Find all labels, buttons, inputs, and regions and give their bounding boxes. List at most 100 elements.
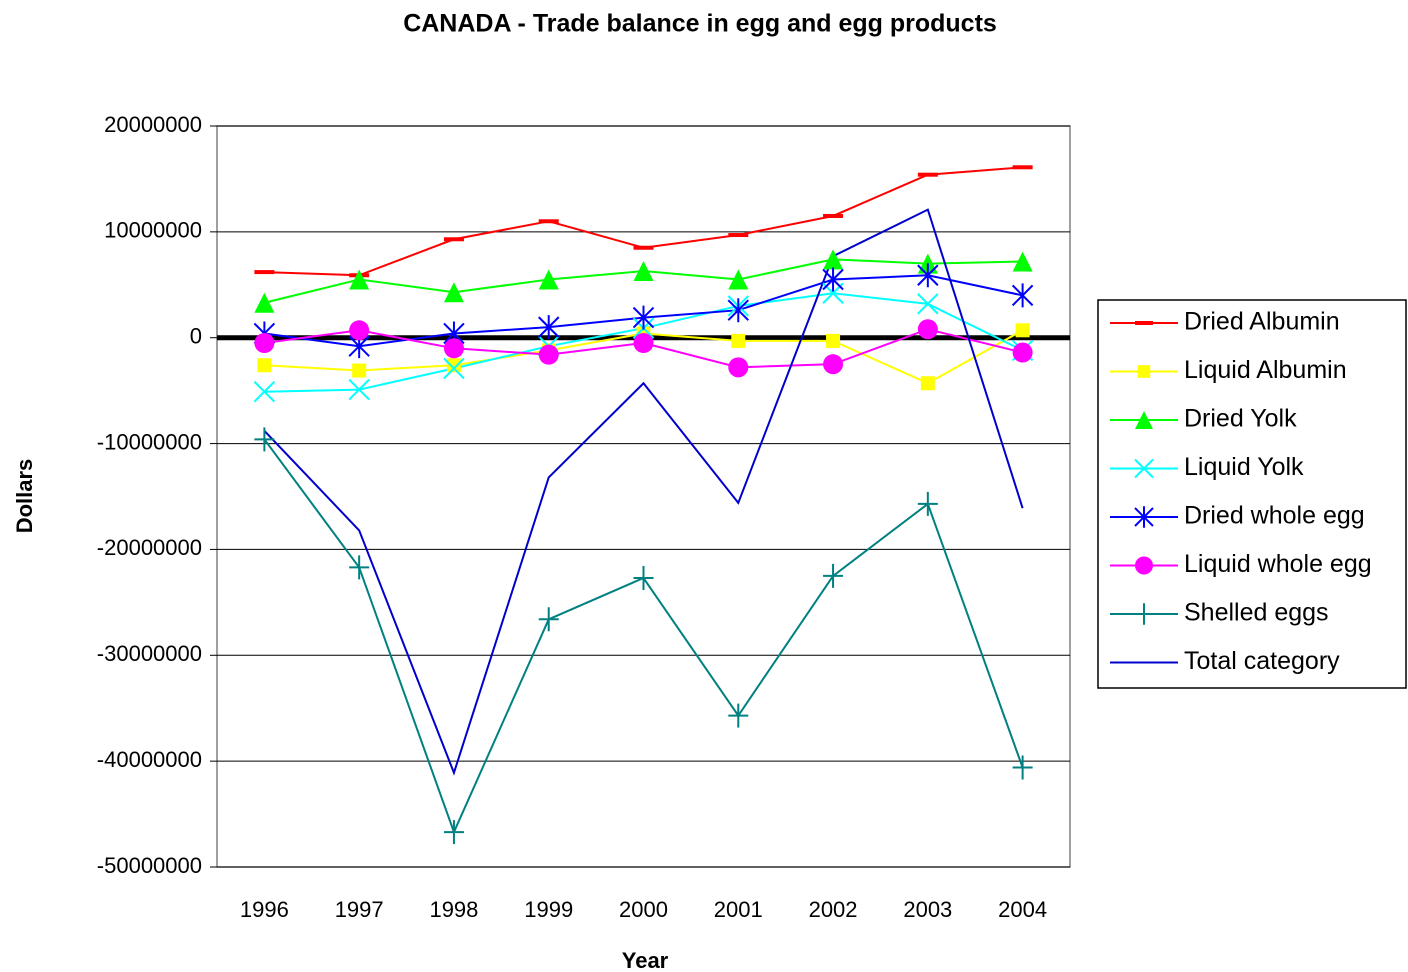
- marker: [917, 319, 938, 340]
- marker-shape: [443, 237, 464, 242]
- marker-shape: [917, 263, 939, 288]
- marker: [443, 338, 464, 359]
- marker: [633, 333, 654, 354]
- marker-shape: [443, 282, 464, 303]
- marker-shape: [349, 320, 370, 341]
- marker-shape: [823, 354, 844, 375]
- marker-shape: [728, 357, 749, 378]
- marker-shape: [917, 172, 938, 177]
- marker-shape: [253, 380, 276, 403]
- marker-shape: [920, 376, 935, 391]
- marker: [823, 213, 844, 218]
- series-line: [263, 208, 1024, 776]
- marker-shape: [254, 427, 275, 452]
- marker: [822, 267, 844, 292]
- marker: [349, 555, 370, 580]
- marker-shape: [633, 566, 654, 591]
- plot-area: [216, 125, 1071, 868]
- marker: [1012, 165, 1033, 170]
- marker: [254, 292, 275, 313]
- legend-box: [1097, 299, 1407, 689]
- legend-label: Liquid Albumin: [1184, 356, 1347, 384]
- marker-shape: [1135, 411, 1153, 429]
- marker: [633, 245, 654, 250]
- marker-shape: [443, 357, 465, 380]
- y-tick-label: 10000000: [104, 218, 202, 243]
- y-tick-label: 0: [190, 324, 202, 349]
- marker-shape: [633, 333, 654, 354]
- x-axis-label: Year: [622, 948, 669, 972]
- marker: [1135, 556, 1153, 575]
- marker: [538, 315, 560, 340]
- chart-title: CANADA - Trade balance in egg and egg pr…: [403, 10, 997, 38]
- marker: [254, 333, 275, 354]
- legend-label: Dried Albumin: [1184, 308, 1340, 336]
- legend-label: Liquid whole egg: [1184, 550, 1372, 578]
- marker: [1134, 506, 1154, 528]
- marker: [443, 282, 464, 303]
- marker: [823, 249, 844, 270]
- marker: [1135, 603, 1153, 625]
- marker: [727, 298, 749, 323]
- marker-shape: [1137, 365, 1151, 378]
- marker-shape: [254, 270, 275, 275]
- marker-shape: [1134, 458, 1154, 479]
- marker: [1134, 458, 1154, 479]
- y-tick-label: -20000000: [97, 535, 202, 560]
- series-line: [264, 166, 1023, 277]
- marker: [728, 703, 749, 728]
- x-tick-label: 1998: [429, 897, 478, 922]
- marker-shape: [349, 269, 370, 290]
- marker: [348, 378, 370, 401]
- marker-shape: [728, 269, 749, 290]
- marker: [1011, 283, 1034, 308]
- marker-shape: [538, 344, 559, 365]
- marker-shape: [443, 820, 464, 845]
- marker: [443, 237, 464, 242]
- marker-shape: [728, 233, 749, 238]
- marker: [1135, 321, 1153, 325]
- marker: [253, 380, 276, 403]
- marker: [920, 376, 935, 391]
- marker: [538, 607, 559, 632]
- marker: [349, 269, 370, 290]
- marker: [1137, 365, 1151, 378]
- marker-shape: [632, 305, 655, 330]
- x-tick-label: 1996: [240, 897, 289, 922]
- y-tick-label: -10000000: [97, 429, 202, 454]
- marker: [538, 269, 559, 290]
- marker-shape: [348, 378, 370, 401]
- marker-shape: [1135, 556, 1153, 575]
- legend-label: Total category: [1184, 647, 1340, 675]
- y-axis-label: Dollars: [12, 459, 37, 534]
- marker-shape: [727, 298, 749, 323]
- marker: [1012, 251, 1033, 272]
- marker: [349, 320, 370, 341]
- legend-label: Shelled eggs: [1184, 599, 1329, 627]
- marker-shape: [1015, 323, 1030, 338]
- marker: [632, 305, 655, 330]
- legend-label: Dried whole egg: [1184, 502, 1365, 530]
- marker: [352, 363, 367, 378]
- y-tick-label: 20000000: [104, 112, 202, 137]
- x-tick-label: 2001: [714, 897, 763, 922]
- marker-shape: [1012, 342, 1033, 363]
- marker-shape: [1012, 165, 1033, 170]
- marker-shape: [633, 261, 654, 282]
- marker-shape: [349, 555, 370, 580]
- legend-label: Liquid Yolk: [1184, 453, 1304, 481]
- x-tick-label: 1999: [524, 897, 573, 922]
- marker: [443, 820, 464, 845]
- marker-shape: [822, 267, 844, 292]
- marker: [823, 354, 844, 375]
- marker: [917, 491, 938, 516]
- marker-shape: [538, 607, 559, 632]
- legend-label: Dried Yolk: [1184, 405, 1297, 433]
- x-tick-label: 2000: [619, 897, 668, 922]
- marker-shape: [1012, 755, 1033, 780]
- x-tick-label: 2004: [998, 897, 1047, 922]
- marker: [257, 358, 272, 373]
- marker-shape: [254, 333, 275, 354]
- marker-shape: [352, 363, 367, 378]
